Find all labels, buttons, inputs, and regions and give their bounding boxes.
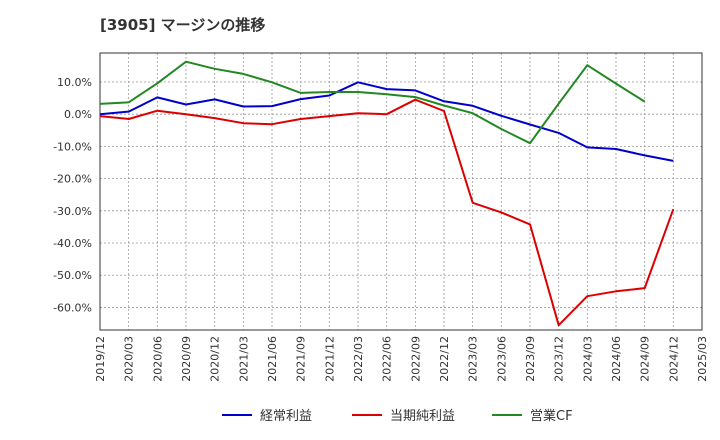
x-tick-label: 2024/03 (581, 336, 594, 382)
x-tick-label: 2021/12 (323, 336, 336, 382)
y-tick-label: -60.0% (53, 301, 92, 314)
y-tick-label: 10.0% (57, 76, 92, 89)
x-tick-label: 2024/06 (610, 336, 623, 382)
x-tick-label: 2024/12 (667, 336, 680, 382)
x-tick-label: 2020/12 (209, 336, 222, 382)
x-tick-label: 2022/09 (409, 336, 422, 382)
y-tick-label: -10.0% (53, 140, 92, 153)
y-tick-label: -40.0% (53, 237, 92, 250)
x-tick-label: 2020/06 (151, 336, 164, 382)
legend-label: 営業CF (530, 408, 573, 424)
plot-frame (99, 52, 703, 331)
x-tick-label: 2025/03 (696, 336, 709, 382)
plot-area (100, 53, 702, 330)
legend-label: 当期純利益 (390, 409, 455, 424)
legend-label: 経常利益 (260, 409, 312, 424)
x-tick-label: 2020/09 (180, 336, 193, 382)
y-tick-label: -30.0% (53, 205, 92, 218)
x-tick-label: 2024/09 (639, 336, 652, 382)
x-tick-label: 2023/03 (467, 336, 480, 382)
y-tick-label: 0.0% (64, 108, 92, 121)
x-tick-label: 2021/06 (266, 336, 279, 382)
x-tick-label: 2021/09 (295, 336, 308, 382)
series-line-1 (99, 98, 675, 327)
series-line-2 (99, 60, 646, 145)
y-tick-label: -20.0% (53, 173, 92, 186)
x-tick-label: 2022/03 (352, 336, 365, 382)
x-tick-label: 2023/06 (495, 336, 508, 382)
chart-title: [3905] マージンの推移 (100, 16, 266, 34)
x-tick-label: 2023/12 (553, 336, 566, 382)
x-tick-label: 2021/03 (237, 336, 250, 382)
x-tick-label: 2019/12 (94, 336, 107, 382)
x-tick-label: 2023/09 (524, 336, 537, 382)
x-tick-label: 2022/06 (381, 336, 394, 382)
series-line-0 (99, 81, 674, 162)
y-tick-label: -50.0% (53, 269, 92, 282)
x-tick-label: 2020/03 (123, 336, 136, 382)
x-tick-label: 2022/12 (438, 336, 451, 382)
